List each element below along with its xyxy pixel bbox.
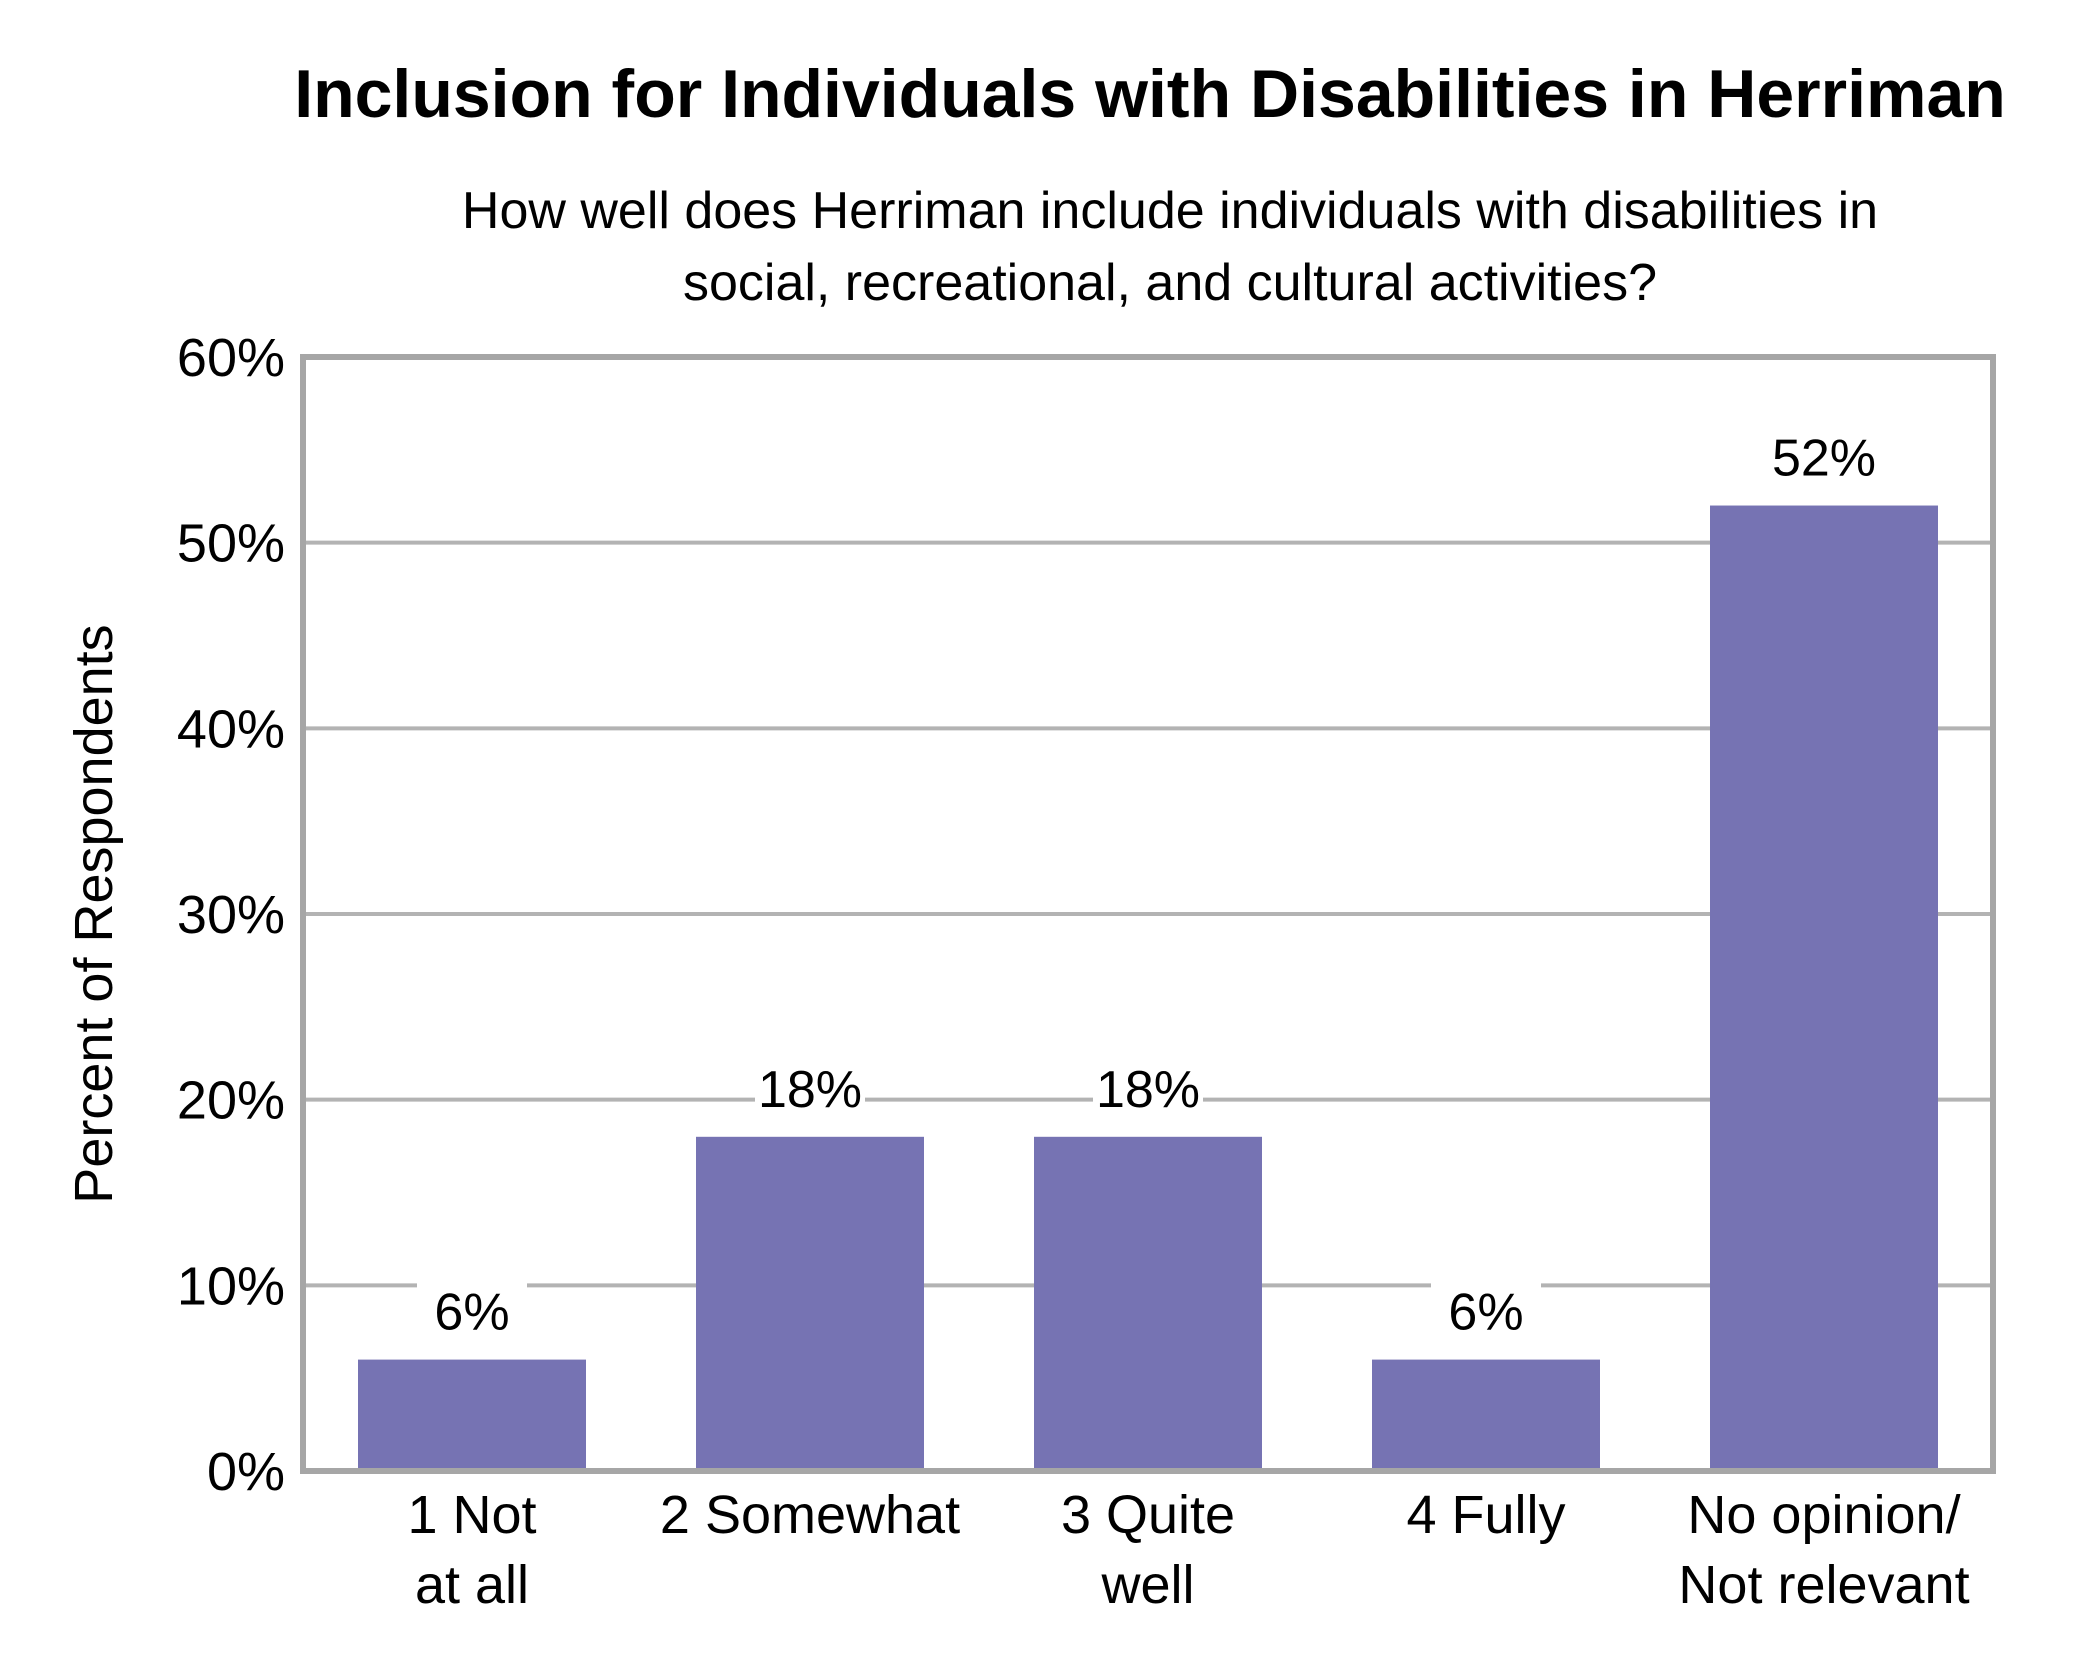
y-axis-ticks: 0% 10% 20% 30% 40% 50% 60%: [177, 328, 285, 1502]
x-tick-label: Not relevant: [1678, 1555, 1969, 1615]
chart-title: Inclusion for Individuals with Disabilit…: [294, 56, 2006, 132]
data-label: 52%: [1772, 430, 1876, 488]
data-label: 6%: [1448, 1284, 1523, 1342]
y-tick-label: 30%: [177, 885, 285, 945]
y-tick-label: 0%: [207, 1442, 285, 1502]
data-label-background: [1093, 1056, 1203, 1119]
chart-subtitle-line-2: social, recreational, and cultural activ…: [682, 254, 1658, 312]
data-label: 18%: [758, 1061, 862, 1119]
bar: [358, 1359, 586, 1471]
data-label-background: [755, 1056, 865, 1119]
bar: [1034, 1136, 1262, 1471]
data-label-background: [1769, 425, 1879, 488]
bar: [696, 1136, 924, 1471]
y-tick-label: 20%: [177, 1071, 285, 1131]
y-tick-label: 10%: [177, 1256, 285, 1316]
plot-frame: [300, 354, 1996, 1474]
x-tick-label: well: [1100, 1555, 1194, 1615]
y-tick-label: 40%: [177, 699, 285, 759]
x-axis-ticks: 1 Not at all 2 Somewhat 3 Quite well 4 Fully N…: [407, 1485, 1969, 1615]
bars: [358, 505, 1938, 1471]
data-label-background: [1431, 1279, 1541, 1342]
x-tick-label: 4 Fully: [1406, 1485, 1565, 1545]
bar: [1710, 505, 1938, 1471]
x-tick-label: at all: [415, 1555, 529, 1615]
bar: [1372, 1359, 1600, 1471]
chart-subtitle: How well does Herriman include individua…: [260, 175, 2080, 319]
x-tick-label: 2 Somewhat: [660, 1485, 960, 1545]
data-label-background: [417, 1279, 527, 1342]
x-tick-label: No opinion/: [1687, 1485, 1960, 1545]
y-tick-label: 50%: [177, 514, 285, 574]
y-tick-label: 60%: [177, 328, 285, 388]
x-tick-label: 1 Not: [407, 1485, 536, 1545]
data-label: 6%: [434, 1284, 509, 1342]
data-label: 18%: [1096, 1061, 1200, 1119]
data-labels: 6% 18% 18% 6% 52%: [417, 425, 1879, 1342]
x-tick-label: 3 Quite: [1061, 1485, 1235, 1545]
y-axis-label: Percent of Respondents: [64, 624, 124, 1203]
chart-subtitle-line-1: How well does Herriman include individua…: [461, 182, 1879, 240]
